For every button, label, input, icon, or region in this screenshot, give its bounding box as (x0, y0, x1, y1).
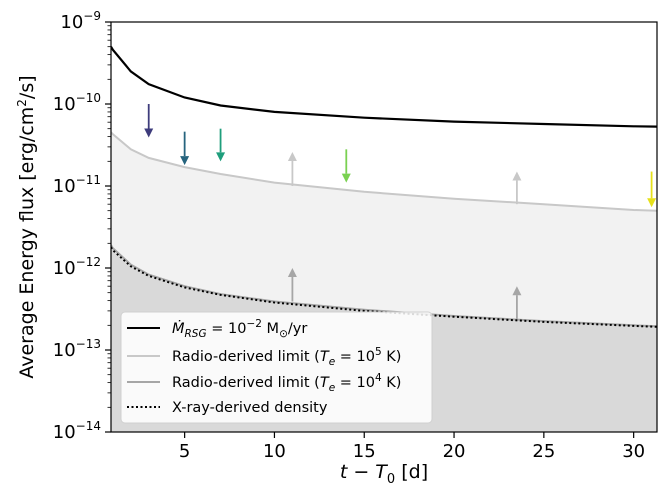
x-axis-label: t − T0 [d] (340, 461, 428, 487)
y-tick-label-1: 10−13 (53, 337, 101, 361)
y-tick-base: 10 (53, 94, 76, 115)
x-tick-label-25: 25 (532, 441, 555, 462)
series-line-radio5 (111, 131, 657, 212)
x-tick-label-30: 30 (622, 441, 645, 462)
upper-limit-arrow-5 (647, 171, 657, 208)
x-tick-label-10: 10 (263, 441, 286, 462)
upper-limit-arrow-3-head (216, 152, 226, 162)
legend-label-radio4: Radio-derived limit (Te = 104 K) (172, 372, 401, 394)
y-tick-base: 10 (60, 12, 83, 33)
series-lines (111, 46, 657, 328)
series-line-xray (111, 246, 657, 328)
y-tick-base: 10 (53, 422, 76, 443)
y-tick-exponent: −9 (83, 9, 101, 23)
upper-limit-arrow-3 (216, 128, 226, 162)
legend-box (120, 311, 433, 424)
upper-limit-arrow-5-head (647, 198, 657, 208)
plot-frame (110, 21, 658, 433)
y-tick-label-3: 10−11 (53, 173, 101, 197)
y-tick-exponent: −11 (76, 173, 101, 187)
upper-limit-arrow-2 (180, 131, 190, 166)
limit-arrows (144, 104, 657, 319)
y-tick-base: 10 (53, 340, 76, 361)
upper-limit-arrow-1-head (144, 128, 154, 138)
y-tick-label-4: 10−10 (53, 91, 101, 115)
upper-limit-arrow-4 (341, 149, 351, 183)
lower-limit-arrow-3-head (287, 268, 297, 277)
y-tick-exponent: −10 (76, 91, 101, 105)
y-tick-exponent: −14 (76, 419, 101, 433)
x-tick-label-15: 15 (353, 441, 376, 462)
lower-limit-arrow-2 (512, 171, 522, 205)
lower-limit-arrow-4 (512, 286, 522, 319)
upper-limit-arrow-2-head (180, 156, 190, 166)
y-tick-exponent: −13 (76, 337, 101, 351)
x-axis-ticks: 5 10 15 20 25 30 (179, 432, 645, 462)
y-tick-base: 10 (53, 258, 76, 279)
upper-limit-arrow-4-head (341, 173, 351, 183)
y-tick-exponent: −12 (76, 255, 101, 269)
x-tick-label-20: 20 (443, 441, 466, 462)
series-line-msg (111, 46, 657, 128)
lower-limit-arrow-3 (287, 268, 297, 302)
upper-limit-arrow-1 (144, 104, 154, 138)
y-tick-label-2: 10−12 (53, 255, 101, 279)
legend-label-radio5: Radio-derived limit (Te = 105 K) (172, 346, 401, 368)
x-tick-label-5: 5 (179, 441, 190, 462)
lower-limit-arrow-4-head (512, 286, 522, 296)
lower-limit-arrow-1 (287, 151, 297, 186)
y-tick-label-5: 10−9 (60, 9, 101, 33)
legend-label-msg: ṀRSG = 10−2 M⊙/yr (172, 318, 307, 340)
y-tick-base: 10 (53, 176, 76, 197)
lower-limit-arrow-2-head (512, 171, 522, 181)
legend: ṀRSG = 10−2 M⊙/yr Radio-derived limit (T… (120, 311, 433, 424)
y-tick-label-0: 10−14 (53, 419, 101, 443)
y-axis-label: Average Energy flux [erg/cm2/s] (15, 75, 38, 378)
lower-limit-arrow-1-head (287, 151, 297, 161)
legend-label-xray: X-ray-derived density (172, 400, 328, 416)
